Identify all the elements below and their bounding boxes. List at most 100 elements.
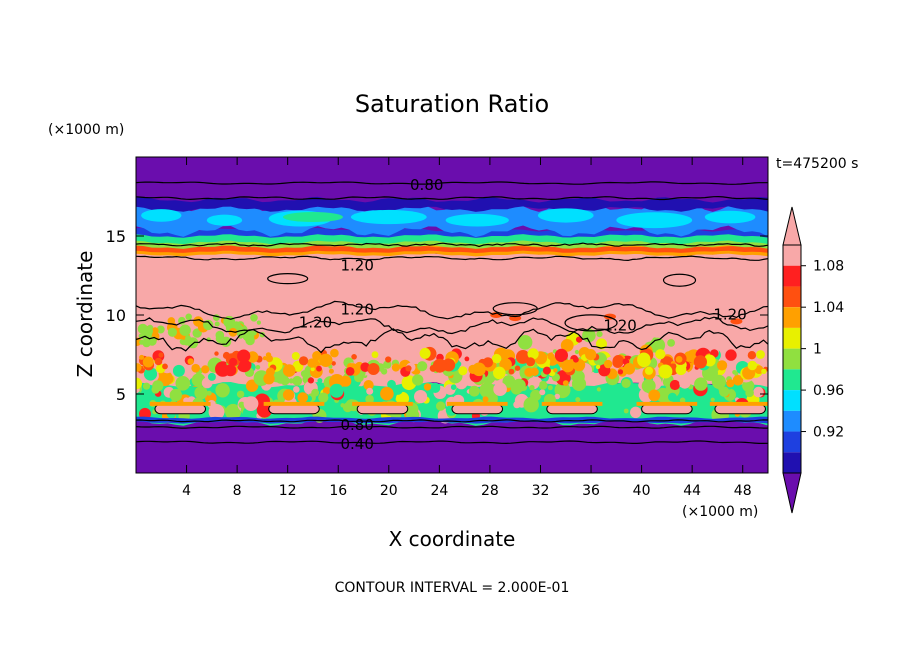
supersat-cell <box>761 368 767 374</box>
upper-cloud-cell <box>214 321 220 327</box>
cloud-cell <box>641 378 656 393</box>
cloud-cell <box>329 383 344 398</box>
cloud-cell <box>562 380 569 386</box>
supersat-cell <box>637 352 651 366</box>
supersat-cell <box>644 366 654 375</box>
cloud-cell <box>414 374 421 382</box>
colorbar-tick-label: 1.08 <box>813 259 844 275</box>
supersat-cell <box>139 354 145 360</box>
cloud-cell <box>215 383 230 398</box>
supersat-cell <box>142 356 154 368</box>
closed-contour <box>492 302 538 316</box>
x-tick-label: 32 <box>532 483 550 499</box>
supersat-cell <box>224 364 237 377</box>
supersat-cell <box>154 357 163 366</box>
supersat-cell <box>419 347 431 359</box>
upper-cloud-cell <box>250 314 258 322</box>
upper-cloud-cell <box>143 326 153 336</box>
red-patch <box>730 318 743 325</box>
cloud-cell <box>143 367 158 381</box>
y-tick-label: 10 <box>106 306 126 325</box>
supersat-cell <box>367 363 380 375</box>
contour-0-80-top <box>136 181 768 185</box>
cloud-cell <box>152 380 164 392</box>
x-tick-label: 8 <box>233 483 242 499</box>
colorbar-segment <box>783 286 801 308</box>
contour-0-80-bottom <box>136 419 768 423</box>
upper-cloud-cell <box>156 325 165 334</box>
supersat-cell <box>585 349 597 361</box>
contour-label: 0.40 <box>340 435 373 453</box>
cloud-cell <box>228 408 239 419</box>
cloud-cell <box>538 380 548 390</box>
chart-title: Saturation Ratio <box>355 90 549 118</box>
colorbar-segment <box>783 431 801 453</box>
supersat-cell <box>214 351 219 356</box>
cloud-cell <box>437 401 443 407</box>
contour-label: 1.20 <box>299 313 332 331</box>
cloud-cell <box>423 383 432 391</box>
green-patch <box>282 212 343 223</box>
colorbar-segment <box>783 327 801 349</box>
cloud-cell <box>231 386 238 393</box>
cloud-cell <box>539 389 546 396</box>
cloud-cell <box>363 380 374 391</box>
colorbar-segment <box>783 265 801 287</box>
plot-area: 0.801.201.201.20 1.201.200.800.40 <box>136 157 768 473</box>
supersat-cell <box>717 360 728 371</box>
supersat-cell <box>747 360 757 371</box>
cloud-cell <box>732 375 744 386</box>
cloud-cell <box>392 384 403 395</box>
cloud-cell <box>630 406 642 418</box>
cloud-cell <box>739 388 744 393</box>
contour-label: 0.80 <box>410 176 443 194</box>
contour-label: 1.20 <box>340 256 373 274</box>
supersat-cell <box>316 365 322 372</box>
cloud-cell <box>383 360 392 369</box>
supersat-cell <box>693 355 708 369</box>
cloud-cell <box>206 390 212 396</box>
cloud-cell <box>175 376 191 391</box>
cloud-cell <box>679 397 686 404</box>
cloud-cell <box>486 382 491 387</box>
cloud-cell <box>365 394 374 404</box>
supersat-cell <box>328 368 334 374</box>
colorbar-segment <box>783 245 801 266</box>
cyan-patch <box>350 209 427 225</box>
base-cell-edge <box>446 401 508 406</box>
cyan-patch <box>141 209 182 222</box>
supersat-cell <box>561 359 574 373</box>
cloud-cell <box>502 375 516 388</box>
cloud-cell <box>468 385 480 397</box>
cloud-cell <box>136 377 143 390</box>
supersat-cell <box>371 351 379 359</box>
cyan-patch <box>445 213 509 227</box>
colorbar-segment <box>783 307 801 328</box>
cloud-cell <box>142 382 151 390</box>
cloud-cell <box>387 379 396 389</box>
contour-0-40-bottom <box>136 440 768 445</box>
colorbar-segment <box>783 452 801 473</box>
supersat-cell <box>351 354 357 360</box>
supersat-cell <box>542 366 551 375</box>
x-tick-label: 16 <box>329 483 347 499</box>
cloud-cell <box>342 402 353 413</box>
closed-contour <box>564 314 618 332</box>
y-tick-label: 5 <box>116 385 126 404</box>
cloud-cell <box>417 361 428 372</box>
cloud-cell <box>554 393 560 400</box>
x-tick-label: 20 <box>380 483 398 499</box>
x-tick-label: 24 <box>430 483 448 499</box>
base-cell-edge <box>149 401 211 406</box>
cloud-cell <box>711 374 727 389</box>
contour-label: 1.20 <box>603 316 636 334</box>
colorbar: 0.92 0.96 1 1.04 1.08 <box>782 206 844 514</box>
cloud-cell <box>655 387 671 403</box>
supersat-cell <box>464 356 470 362</box>
supersat-cell <box>547 353 555 360</box>
supersat-cell <box>405 365 412 372</box>
cloud-cell <box>669 379 681 391</box>
cloud-cell <box>493 382 507 397</box>
supersat-cell <box>622 358 630 365</box>
supersat-cell <box>330 348 339 358</box>
